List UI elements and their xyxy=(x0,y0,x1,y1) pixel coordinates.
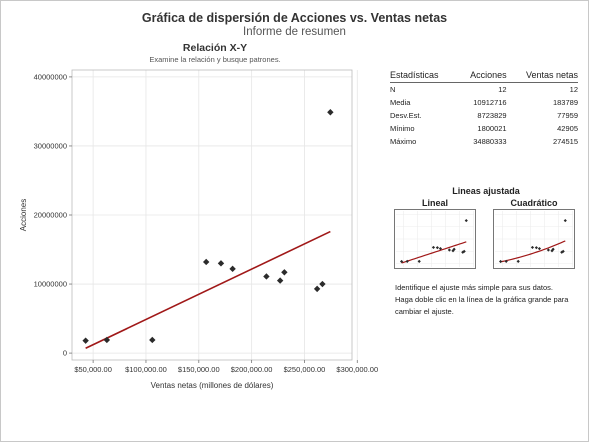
data-point xyxy=(217,260,225,267)
stats-cell: Desv.Est. xyxy=(390,111,422,120)
x-tick-label: $250,000.00 xyxy=(284,365,326,374)
xy-panel-subtitle: Examine la relación y busque patrones. xyxy=(149,55,281,64)
stats-row-desvest: Desv.Est. 8723829 77959 xyxy=(390,109,578,122)
grid xyxy=(72,70,358,360)
quadratic-fit-point xyxy=(563,218,567,223)
xy-panel-title: Relación X-Y xyxy=(182,42,248,54)
x-tick-label: $150,000.00 xyxy=(178,365,220,374)
linear-fit-chart[interactable] xyxy=(394,209,476,269)
stats-cell: Media xyxy=(390,98,411,107)
data-point xyxy=(263,273,270,280)
points xyxy=(82,109,334,344)
stats-header-acciones: Acciones xyxy=(456,70,507,83)
linear-fit-point xyxy=(435,246,439,250)
stats-cell: 34880333 xyxy=(473,137,507,146)
stats-cell: 12 xyxy=(498,85,507,94)
statistics-table: Estadísticas Acciones Ventas netas N 12 … xyxy=(390,70,578,148)
stats-row-maximo: Máximo 34880333 274515 xyxy=(390,135,578,148)
stats-header-stat: Estadísticas xyxy=(390,70,457,83)
x-ticks: $50,000.00 $100,000.00 $150,000.00 $200,000… xyxy=(74,360,378,374)
stats-cell: 77959 xyxy=(557,111,578,120)
data-point xyxy=(149,336,156,344)
x-tick-label: $300,000.00 xyxy=(336,365,378,374)
stats-header-ventas: Ventas netas xyxy=(506,70,578,83)
data-point xyxy=(319,280,326,288)
data-point xyxy=(281,269,288,276)
y-tick-label: 0 xyxy=(63,349,67,358)
linear-fit-point xyxy=(464,218,468,223)
fit-note: Identifique el ajuste más simple para su… xyxy=(395,283,569,316)
quadratic-fit-point xyxy=(534,246,538,250)
stats-row-media: Media 10912716 183789 xyxy=(390,96,578,109)
stats-cell: Máximo xyxy=(390,137,417,146)
fit-line[interactable] xyxy=(85,230,331,349)
quadratic-fit-chart[interactable] xyxy=(493,209,575,269)
data-point xyxy=(276,277,284,284)
report-subtitle: Informe de resumen xyxy=(243,26,346,38)
quadratic-fit-point xyxy=(551,247,555,251)
linear-fit-point xyxy=(438,247,443,251)
x-tick-label: $100,000.00 xyxy=(125,365,167,374)
stats-cell: 8723829 xyxy=(477,111,507,120)
x-tick-label: $200,000.00 xyxy=(231,365,273,374)
data-point xyxy=(327,109,334,116)
stats-row-minimo: Mínimo 1800021 42905 xyxy=(390,122,578,135)
stats-cell: 1800021 xyxy=(477,124,507,133)
data-point xyxy=(313,285,321,293)
stats-cell: Mínimo xyxy=(390,124,415,133)
x-tick-label: $50,000.00 xyxy=(74,365,112,374)
stats-cell: N xyxy=(390,85,396,94)
quadratic-fit-point xyxy=(550,249,554,253)
y-ticks: 0 10000000 20000000 30000000 40000000 xyxy=(34,72,72,358)
data-point xyxy=(82,337,89,344)
data-point xyxy=(103,336,111,344)
y-tick-label: 30000000 xyxy=(34,141,67,150)
quadratic-fit-grid xyxy=(495,211,573,267)
quadratic-fit-point xyxy=(537,247,542,251)
stats-row-n: N 12 12 xyxy=(390,83,578,97)
linear-fit-point xyxy=(451,249,455,253)
linear-fit-curve xyxy=(401,241,467,264)
x-axis-label: Ventas netas (millones de dólares) xyxy=(151,381,274,390)
stats-cell: 10912716 xyxy=(473,98,507,107)
stats-cell: 42905 xyxy=(557,124,578,133)
y-tick-label: 10000000 xyxy=(34,280,67,289)
data-point xyxy=(229,265,236,273)
fitted-lines-title: Lineas ajustada xyxy=(452,186,520,196)
quadratic-fit-curve xyxy=(500,240,566,263)
data-point xyxy=(202,258,210,266)
quadratic-fit-label: Cuadrático xyxy=(510,198,558,208)
stats-cell: 274515 xyxy=(552,137,578,146)
quadratic-fit-point xyxy=(504,259,508,264)
stats-cell: 183789 xyxy=(552,98,578,107)
quadratic-fit-points xyxy=(499,218,567,264)
stats-cell: 12 xyxy=(569,85,578,94)
y-tick-label: 20000000 xyxy=(34,211,67,220)
y-tick-label: 40000000 xyxy=(34,72,67,81)
linear-fit-point xyxy=(452,247,456,251)
report-title: Gráfica de dispersión de Acciones vs. Ve… xyxy=(141,11,448,25)
linear-fit-label: Lineal xyxy=(421,198,448,208)
linear-fit-point xyxy=(405,259,409,264)
y-axis-label: Acciones xyxy=(19,199,28,231)
